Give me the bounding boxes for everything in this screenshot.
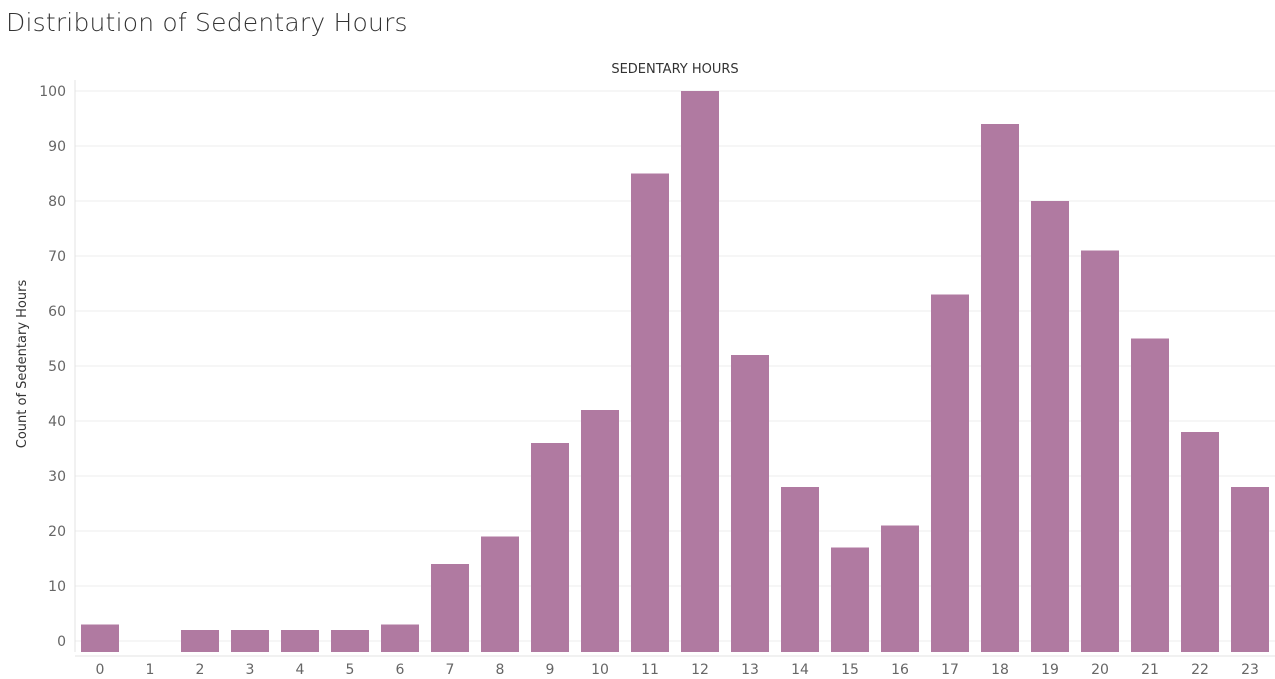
x-tick-label: 12 — [691, 662, 709, 678]
x-tick-label: 5 — [346, 662, 355, 678]
bar-13[interactable] — [731, 355, 769, 652]
x-tick-label: 19 — [1041, 662, 1059, 678]
x-tick-label: 1 — [146, 662, 155, 678]
x-tick-label: 16 — [891, 662, 909, 678]
bar-23[interactable] — [1231, 487, 1269, 652]
x-tick-label: 23 — [1241, 662, 1259, 678]
x-tick-label: 20 — [1091, 662, 1109, 678]
y-tick-label: 60 — [48, 304, 66, 320]
x-tick-label: 18 — [991, 662, 1009, 678]
bar-18[interactable] — [981, 124, 1019, 652]
x-axis-label: SEDENTARY HOURS — [611, 62, 738, 77]
gridlines — [75, 90, 1275, 642]
x-tick-label: 15 — [841, 662, 859, 678]
bar-4[interactable] — [281, 630, 319, 652]
x-axis-ticks: 0 1 2 3 4 5 6 7 8 9 10 11 12 13 14 15 16 17 18 19 20 21 22 23 — [96, 662, 1259, 678]
bar-16[interactable] — [881, 525, 919, 653]
y-tick-label: 0 — [57, 634, 66, 650]
bar-11[interactable] — [631, 173, 669, 653]
bar-0[interactable] — [81, 624, 119, 653]
y-tick-label: 100 — [39, 84, 66, 100]
x-tick-label: 2 — [196, 662, 205, 678]
x-tick-label: 4 — [296, 662, 305, 678]
bar-6[interactable] — [381, 624, 419, 653]
y-tick-label: 20 — [48, 524, 66, 540]
x-tick-label: 0 — [96, 662, 105, 678]
bars — [81, 91, 1269, 652]
page-title: Distribution of Sedentary Hours — [6, 8, 408, 37]
bar-3[interactable] — [231, 630, 269, 652]
x-tick-label: 13 — [741, 662, 759, 678]
x-tick-label: 7 — [446, 662, 455, 678]
x-tick-label: 21 — [1141, 662, 1159, 678]
x-tick-label: 3 — [246, 662, 255, 678]
bar-14[interactable] — [781, 487, 819, 652]
bar-10[interactable] — [581, 410, 619, 652]
bar-5[interactable] — [331, 630, 369, 652]
y-tick-label: 90 — [48, 139, 66, 155]
bar-22[interactable] — [1181, 432, 1219, 652]
bar-9[interactable] — [531, 443, 569, 652]
bar-21[interactable] — [1131, 338, 1169, 653]
x-tick-label: 6 — [396, 662, 405, 678]
bar-8[interactable] — [481, 536, 519, 653]
bar-19[interactable] — [1031, 201, 1069, 652]
y-axis-ticks: 0 10 20 30 40 50 60 70 80 90 100 — [39, 84, 66, 650]
y-tick-label: 80 — [48, 194, 66, 210]
bar-12[interactable] — [681, 91, 719, 652]
bar-2[interactable] — [181, 630, 219, 652]
y-axis-label: Count of Sedentary Hours — [15, 280, 30, 449]
y-tick-label: 40 — [48, 414, 66, 430]
x-tick-label: 11 — [641, 662, 659, 678]
y-tick-label: 10 — [48, 579, 66, 595]
bar-15[interactable] — [831, 547, 869, 653]
x-tick-label: 14 — [791, 662, 809, 678]
y-tick-label: 30 — [48, 469, 66, 485]
y-tick-label: 50 — [48, 359, 66, 375]
x-tick-label: 22 — [1191, 662, 1209, 678]
bar-7[interactable] — [431, 564, 469, 652]
x-tick-label: 9 — [546, 662, 555, 678]
x-tick-label: 8 — [496, 662, 505, 678]
x-tick-label: 17 — [941, 662, 959, 678]
bar-17[interactable] — [931, 294, 969, 653]
axes — [74, 80, 1275, 657]
x-tick-label: 10 — [591, 662, 609, 678]
y-tick-label: 70 — [48, 249, 66, 265]
bar-20[interactable] — [1081, 250, 1119, 653]
